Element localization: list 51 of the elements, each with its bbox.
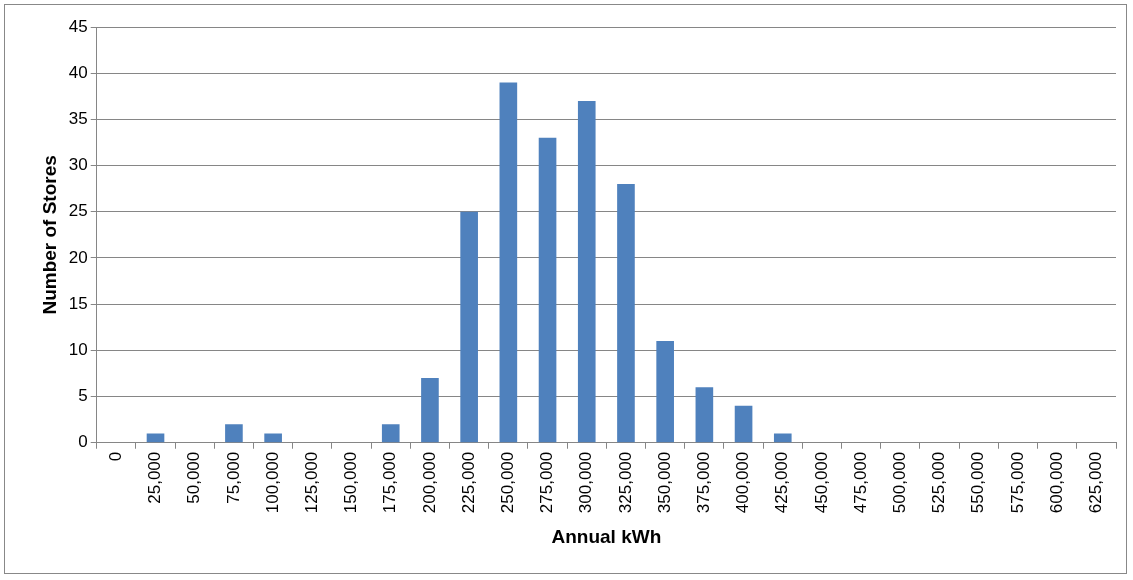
x-tick-label: 625,000 [1086, 451, 1106, 514]
x-tick-label: 0 [106, 451, 125, 462]
bar [773, 433, 792, 443]
x-tick-label: 575,000 [1007, 451, 1027, 514]
x-tick-label: 75,000 [223, 451, 243, 504]
x-tick-label: 150,000 [341, 451, 361, 514]
x-tick-label: 250,000 [498, 451, 518, 514]
y-tick-label: 30 [68, 155, 88, 175]
y-tick-label: 40 [68, 62, 88, 82]
x-tick-label: 200,000 [419, 451, 439, 514]
x-tick-label: 275,000 [537, 451, 557, 514]
y-axis-title: Number of Stores [38, 155, 60, 315]
y-tick-label: 45 [68, 16, 88, 36]
x-tick-label: 125,000 [302, 451, 322, 514]
bar [264, 433, 282, 443]
x-tick-label: 500,000 [890, 451, 910, 514]
x-tick-label: 375,000 [694, 451, 714, 514]
y-tick-label: 15 [68, 293, 88, 313]
bar [421, 378, 439, 443]
y-tick-label: 25 [68, 201, 88, 221]
x-axis-title: Annual kWh [551, 525, 662, 547]
bar [617, 184, 635, 443]
y-tick-label: 5 [78, 386, 88, 406]
bar [381, 424, 400, 443]
bar [225, 424, 243, 443]
bar [577, 100, 596, 443]
x-tick-label: 25,000 [145, 451, 165, 504]
bar [656, 341, 674, 443]
x-tick-label: 325,000 [615, 451, 635, 514]
x-tick-label: 600,000 [1046, 451, 1066, 514]
x-tick-label: 475,000 [850, 451, 870, 514]
y-tick-label: 35 [68, 109, 88, 129]
x-tick-label: 400,000 [733, 451, 753, 514]
y-tick-label: 10 [68, 340, 88, 360]
x-tick-label: 175,000 [380, 451, 400, 514]
x-tick-label: 350,000 [654, 451, 674, 514]
y-tick-label: 20 [68, 247, 88, 267]
x-tick-label: 525,000 [929, 451, 949, 514]
x-tick-label: 225,000 [458, 451, 478, 514]
x-tick-label: 450,000 [811, 451, 831, 514]
x-tick-label: 100,000 [262, 451, 282, 514]
x-tick-label: 550,000 [968, 451, 988, 514]
bar [695, 387, 714, 443]
y-tick-label: 0 [78, 432, 88, 452]
x-tick-label: 300,000 [576, 451, 596, 514]
x-tick-label: 50,000 [184, 451, 204, 504]
bar [734, 405, 753, 443]
bar [538, 137, 557, 443]
bar [460, 211, 478, 443]
bar [499, 82, 518, 443]
x-tick-label: 425,000 [772, 451, 792, 514]
